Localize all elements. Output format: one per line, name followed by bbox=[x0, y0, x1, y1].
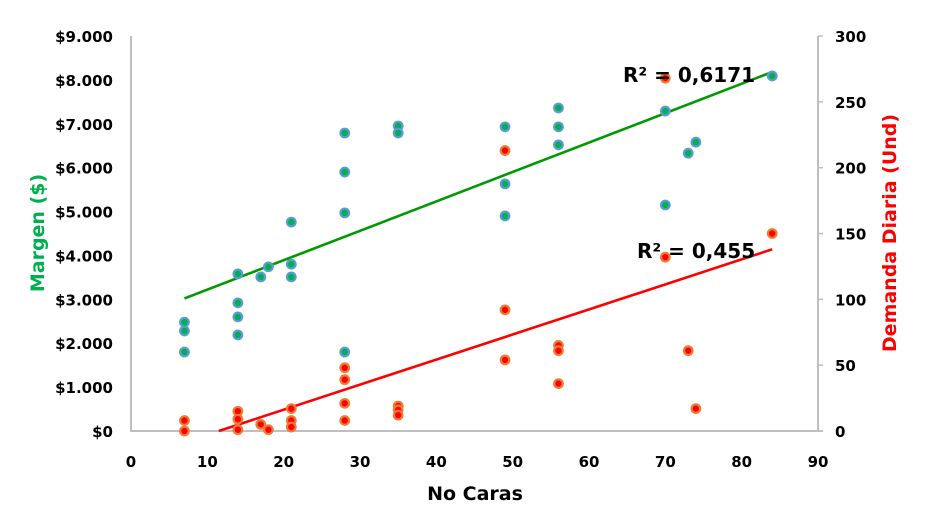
demand-point bbox=[285, 403, 297, 415]
margin-point bbox=[285, 216, 297, 228]
demand-point bbox=[285, 421, 297, 433]
right-y-axis-title: Demanda Diaria (Und) bbox=[879, 114, 901, 352]
demand-point bbox=[179, 425, 190, 437]
margin-point bbox=[659, 199, 671, 211]
left-y-tick-label: $1.000 bbox=[55, 379, 113, 397]
demand-point bbox=[553, 345, 564, 357]
margin-point bbox=[339, 127, 351, 139]
margin-point bbox=[659, 105, 671, 117]
demand-trendline bbox=[218, 248, 773, 433]
margin-point bbox=[263, 261, 274, 273]
demand-point bbox=[232, 413, 244, 425]
x-tick-label: 50 bbox=[502, 453, 523, 471]
x-tick-label: 80 bbox=[731, 453, 752, 471]
margin-point bbox=[682, 147, 694, 159]
margin-trendline bbox=[183, 70, 773, 300]
x-tick-label: 90 bbox=[808, 453, 829, 471]
margin-point bbox=[499, 210, 511, 222]
margin-point bbox=[392, 127, 404, 139]
x-tick-label: 0 bbox=[126, 453, 136, 471]
x-tick-label: 70 bbox=[655, 453, 676, 471]
left-y-tick-label: $5.000 bbox=[55, 204, 113, 222]
right-y-tick-label: 250 bbox=[835, 94, 866, 112]
x-tick-label: 40 bbox=[426, 453, 447, 471]
demand-point bbox=[263, 424, 274, 436]
margin-point bbox=[232, 329, 244, 341]
demand-point bbox=[339, 397, 351, 409]
right-y-tick-label: 50 bbox=[835, 357, 856, 375]
demand-point bbox=[766, 228, 778, 239]
left-y-axis-title: Margen ($) bbox=[27, 174, 49, 292]
x-tick-label: 60 bbox=[579, 453, 600, 471]
demand-point bbox=[499, 304, 511, 316]
x-axis-tick-labels: 0 10 20 30 40 50 60 70 80 90 bbox=[126, 453, 829, 471]
right-y-tick-label: 200 bbox=[835, 160, 866, 178]
demand-point bbox=[255, 419, 267, 430]
x-tick-label: 10 bbox=[197, 453, 218, 471]
x-tick-label: 30 bbox=[350, 453, 371, 471]
demand-point bbox=[553, 378, 564, 390]
margin-r2-label: R² = 0,6171 bbox=[623, 63, 755, 87]
margin-point bbox=[339, 346, 351, 358]
demand-point bbox=[339, 362, 351, 374]
demand-point bbox=[232, 424, 244, 436]
margin-point bbox=[553, 102, 564, 114]
x-axis-title: No Caras bbox=[427, 483, 523, 505]
left-y-tick-label: $7.000 bbox=[55, 116, 113, 134]
margin-point bbox=[690, 136, 702, 148]
left-y-tick-label: $9.000 bbox=[55, 28, 113, 46]
demand-point bbox=[179, 415, 190, 426]
right-y-tick-label: 0 bbox=[835, 423, 845, 441]
margin-point bbox=[255, 271, 267, 283]
left-y-tick-label: $4.000 bbox=[55, 247, 113, 265]
right-y-tick-label: 300 bbox=[835, 28, 866, 46]
margin-point bbox=[179, 325, 190, 337]
right-y-tick-label: 100 bbox=[835, 291, 866, 309]
margin-point bbox=[499, 121, 511, 133]
demand-point bbox=[339, 374, 351, 386]
margin-point bbox=[553, 139, 564, 151]
margin-point bbox=[232, 297, 244, 309]
demand-point bbox=[339, 415, 351, 426]
demand-point bbox=[392, 409, 404, 421]
demand-r2-label: R² = 0,455 bbox=[637, 239, 755, 263]
data-points bbox=[179, 70, 778, 437]
trendlines bbox=[183, 70, 773, 433]
demand-point bbox=[499, 145, 511, 156]
margin-point bbox=[232, 268, 244, 280]
left-y-tick-label: $6.000 bbox=[55, 160, 113, 178]
right-axis-tick-labels: 0 50 100 150 200 250 300 bbox=[835, 28, 866, 441]
left-y-tick-label: $0 bbox=[92, 423, 113, 441]
margin-point bbox=[285, 271, 297, 283]
right-y-tick-label: 150 bbox=[835, 226, 866, 244]
margin-point bbox=[179, 346, 190, 358]
demand-point bbox=[682, 345, 694, 357]
margin-point bbox=[339, 166, 351, 178]
demand-point bbox=[690, 403, 702, 415]
left-y-tick-label: $3.000 bbox=[55, 291, 113, 309]
left-y-tick-label: $2.000 bbox=[55, 335, 113, 353]
demand-point bbox=[499, 354, 511, 366]
right-axis-tick-marks bbox=[818, 35, 823, 432]
margin-point bbox=[499, 178, 511, 190]
demand-point bbox=[659, 72, 671, 84]
margin-point bbox=[285, 258, 297, 270]
margin-point bbox=[179, 316, 190, 328]
left-axis-tick-labels: $0 $1.000 $2.000 $3.000 $4.000 $5.000 $6.000 $7… bbox=[55, 28, 113, 441]
demand-point bbox=[659, 251, 671, 263]
margin-point bbox=[232, 311, 244, 323]
left-y-tick-label: $8.000 bbox=[55, 72, 113, 90]
x-tick-label: 20 bbox=[273, 453, 294, 471]
margin-point bbox=[766, 70, 778, 82]
axes bbox=[130, 35, 823, 432]
margin-point bbox=[553, 121, 564, 133]
margin-point bbox=[339, 207, 351, 219]
